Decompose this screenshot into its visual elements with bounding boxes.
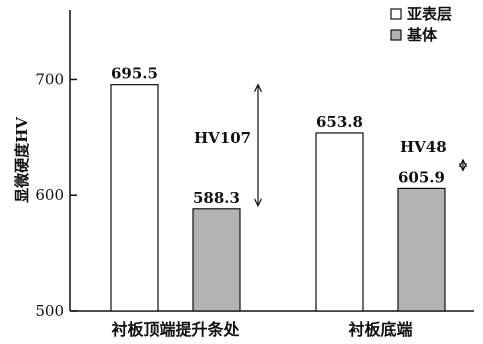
bar-value-label: 588.3	[193, 189, 240, 207]
y-axis-title: 显微硬度HV	[13, 117, 31, 203]
bar-value-label: 695.5	[111, 65, 158, 83]
y-tick-label: 500	[35, 302, 64, 320]
y-tick-label: 700	[35, 70, 64, 88]
difference-annotations: HV107 HV48	[194, 83, 468, 208]
legend-label: 亚表层	[407, 5, 452, 23]
category-label: 衬板底端	[348, 320, 412, 339]
legend-label: 基体	[406, 26, 438, 44]
y-axis-ticks: 500 600 700	[35, 70, 77, 320]
bar-subsurface-1	[315, 132, 364, 312]
data-labels: 695.5 588.3 653.8 605.9	[111, 65, 445, 207]
bar-value-label: 653.8	[316, 113, 363, 131]
bar-matrix-1	[397, 187, 446, 312]
arrow-head-up	[253, 83, 263, 92]
bars	[110, 84, 446, 312]
y-tick-label: 600	[35, 186, 64, 204]
category-label: 衬板顶端提升条处	[111, 320, 240, 339]
bar-matrix-0	[192, 208, 241, 312]
difference-label: HV48	[400, 138, 447, 156]
arrow-head-down	[458, 163, 468, 172]
legend-swatch	[390, 8, 402, 20]
category-labels: 衬板顶端提升条处 衬板底端	[111, 320, 412, 339]
difference-label: HV107	[194, 129, 251, 147]
bar-value-label: 605.9	[398, 168, 445, 186]
legend-swatch	[390, 29, 402, 41]
arrow-head-down	[253, 198, 263, 208]
bar-subsurface-0	[110, 84, 159, 312]
